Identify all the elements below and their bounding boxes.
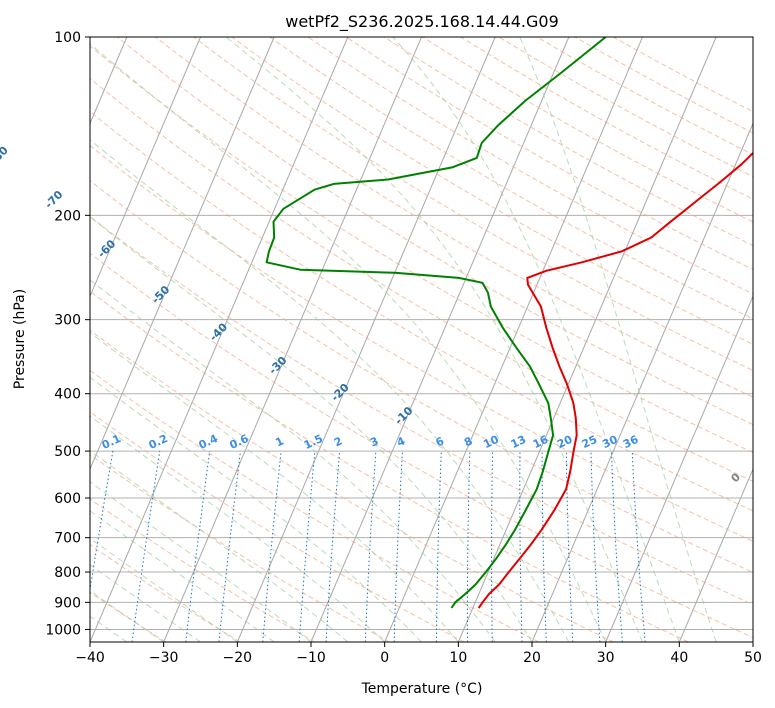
isotherm-line xyxy=(678,467,753,642)
moist-adiabat-line xyxy=(519,37,717,642)
y-tick-label: 800 xyxy=(54,565,81,581)
moist-adiabat-line xyxy=(90,216,533,642)
dry-adiabat-line xyxy=(90,498,315,642)
plot-area xyxy=(90,37,753,642)
mixing-ratio-line xyxy=(185,451,211,642)
moist-adiabat-line xyxy=(90,331,459,642)
dry-adiabat-line xyxy=(90,591,166,642)
y-tick-label: 300 xyxy=(54,313,81,329)
isotherm-line xyxy=(90,37,201,298)
moist-adiabat-line xyxy=(90,415,386,642)
axes: −40 −30 −20 −10 0 10 20 30 40 50 100 200 300 400 500 60… xyxy=(45,30,762,666)
mixing-ratio-line xyxy=(90,451,114,593)
dry-adiabat-line xyxy=(90,411,465,642)
dry-adiabat-line xyxy=(90,290,689,642)
x-tick-label: −30 xyxy=(149,650,179,666)
moist-adiabat-line xyxy=(90,537,238,642)
sounding-series xyxy=(265,37,753,609)
dry-adiabat-line xyxy=(90,215,753,606)
isotherm-line xyxy=(90,37,275,471)
x-tick-label: 20 xyxy=(523,650,541,666)
x-tick-label: 0 xyxy=(380,650,389,666)
skewed-isotherms xyxy=(90,37,753,642)
x-tick-label: 30 xyxy=(597,650,615,666)
mixing-ratio-line xyxy=(298,451,316,642)
moist-adiabat-line xyxy=(90,564,201,642)
dry-adiabat-line xyxy=(231,37,753,345)
mixing-ratio-lines xyxy=(90,451,646,642)
mixing-ratio-label: 20 xyxy=(555,433,575,451)
y-tick-label: 900 xyxy=(54,595,81,611)
isotherm-line xyxy=(310,37,570,642)
dewpoint-line xyxy=(265,37,607,609)
mixing-ratio-label: 10 xyxy=(481,433,501,451)
isotherm-line xyxy=(457,37,717,642)
y-tick-label: 400 xyxy=(54,387,81,403)
dry-adiabat-line xyxy=(307,37,753,295)
mixing-ratio-line xyxy=(262,451,282,642)
background-grid xyxy=(90,36,753,630)
mixing-ratio-line xyxy=(631,451,646,642)
dry-adiabat-line xyxy=(90,179,753,573)
isotherm-line xyxy=(605,295,753,642)
y-tick-label: 1000 xyxy=(45,622,81,638)
dry-adiabat-line xyxy=(90,454,390,642)
moist-adiabat-line xyxy=(90,279,496,642)
y-axis-label: Pressure (hPa) xyxy=(12,289,28,389)
dry-adiabats xyxy=(90,37,753,642)
x-tick-label: −20 xyxy=(223,650,253,666)
moist-adiabat-line xyxy=(90,481,312,642)
dry-adiabat-line xyxy=(193,37,753,372)
y-tick-label: 700 xyxy=(54,531,81,547)
dry-adiabat-line xyxy=(90,77,753,482)
dry-adiabat-line xyxy=(269,37,753,320)
mixing-ratio-label: 13 xyxy=(509,433,528,451)
moist-adiabat-line xyxy=(90,590,164,642)
mixing-ratio-label: 36 xyxy=(621,433,641,451)
dry-adiabat-line xyxy=(90,145,753,542)
mixing-ratio-label: 25 xyxy=(580,433,599,451)
isotherm-line xyxy=(236,37,496,642)
isotherm-line xyxy=(531,122,753,642)
moist-adiabat-line xyxy=(90,510,275,642)
y-tick-label: 500 xyxy=(54,444,81,460)
moist-adiabat-line xyxy=(90,139,570,642)
y-tick-label: 600 xyxy=(54,491,81,507)
mixing-ratio-line xyxy=(131,451,161,642)
mixing-ratio-line xyxy=(218,451,241,642)
moist-adiabat-line xyxy=(225,37,643,642)
mixing-ratio-label: 16 xyxy=(531,433,551,451)
moist-adiabat-line xyxy=(392,37,680,642)
y-tick-label: 200 xyxy=(54,208,81,224)
x-tick-label: 10 xyxy=(449,650,467,666)
dry-adiabat-label: -80 xyxy=(0,144,11,167)
moist-adiabats xyxy=(90,37,717,642)
isotherm-line xyxy=(384,37,643,642)
x-tick-label: −40 xyxy=(75,650,105,666)
chart-title: wetPf2_S236.2025.168.14.44.G09 xyxy=(285,12,559,32)
dry-adiabat-line xyxy=(90,45,753,454)
x-tick-label: 50 xyxy=(744,650,762,666)
x-tick-label: −10 xyxy=(296,650,326,666)
mixing-ratio-label: 30 xyxy=(600,433,620,451)
plot-frame xyxy=(89,36,754,643)
x-tick-label: 40 xyxy=(670,650,688,666)
x-axis-label: Temperature (°C) xyxy=(361,681,483,697)
dry-adiabat-line xyxy=(90,252,753,639)
dry-adiabat-line xyxy=(90,110,753,512)
y-tick-label: 100 xyxy=(54,30,81,46)
temperature-line xyxy=(477,151,753,609)
moist-adiabat-line xyxy=(90,43,607,642)
